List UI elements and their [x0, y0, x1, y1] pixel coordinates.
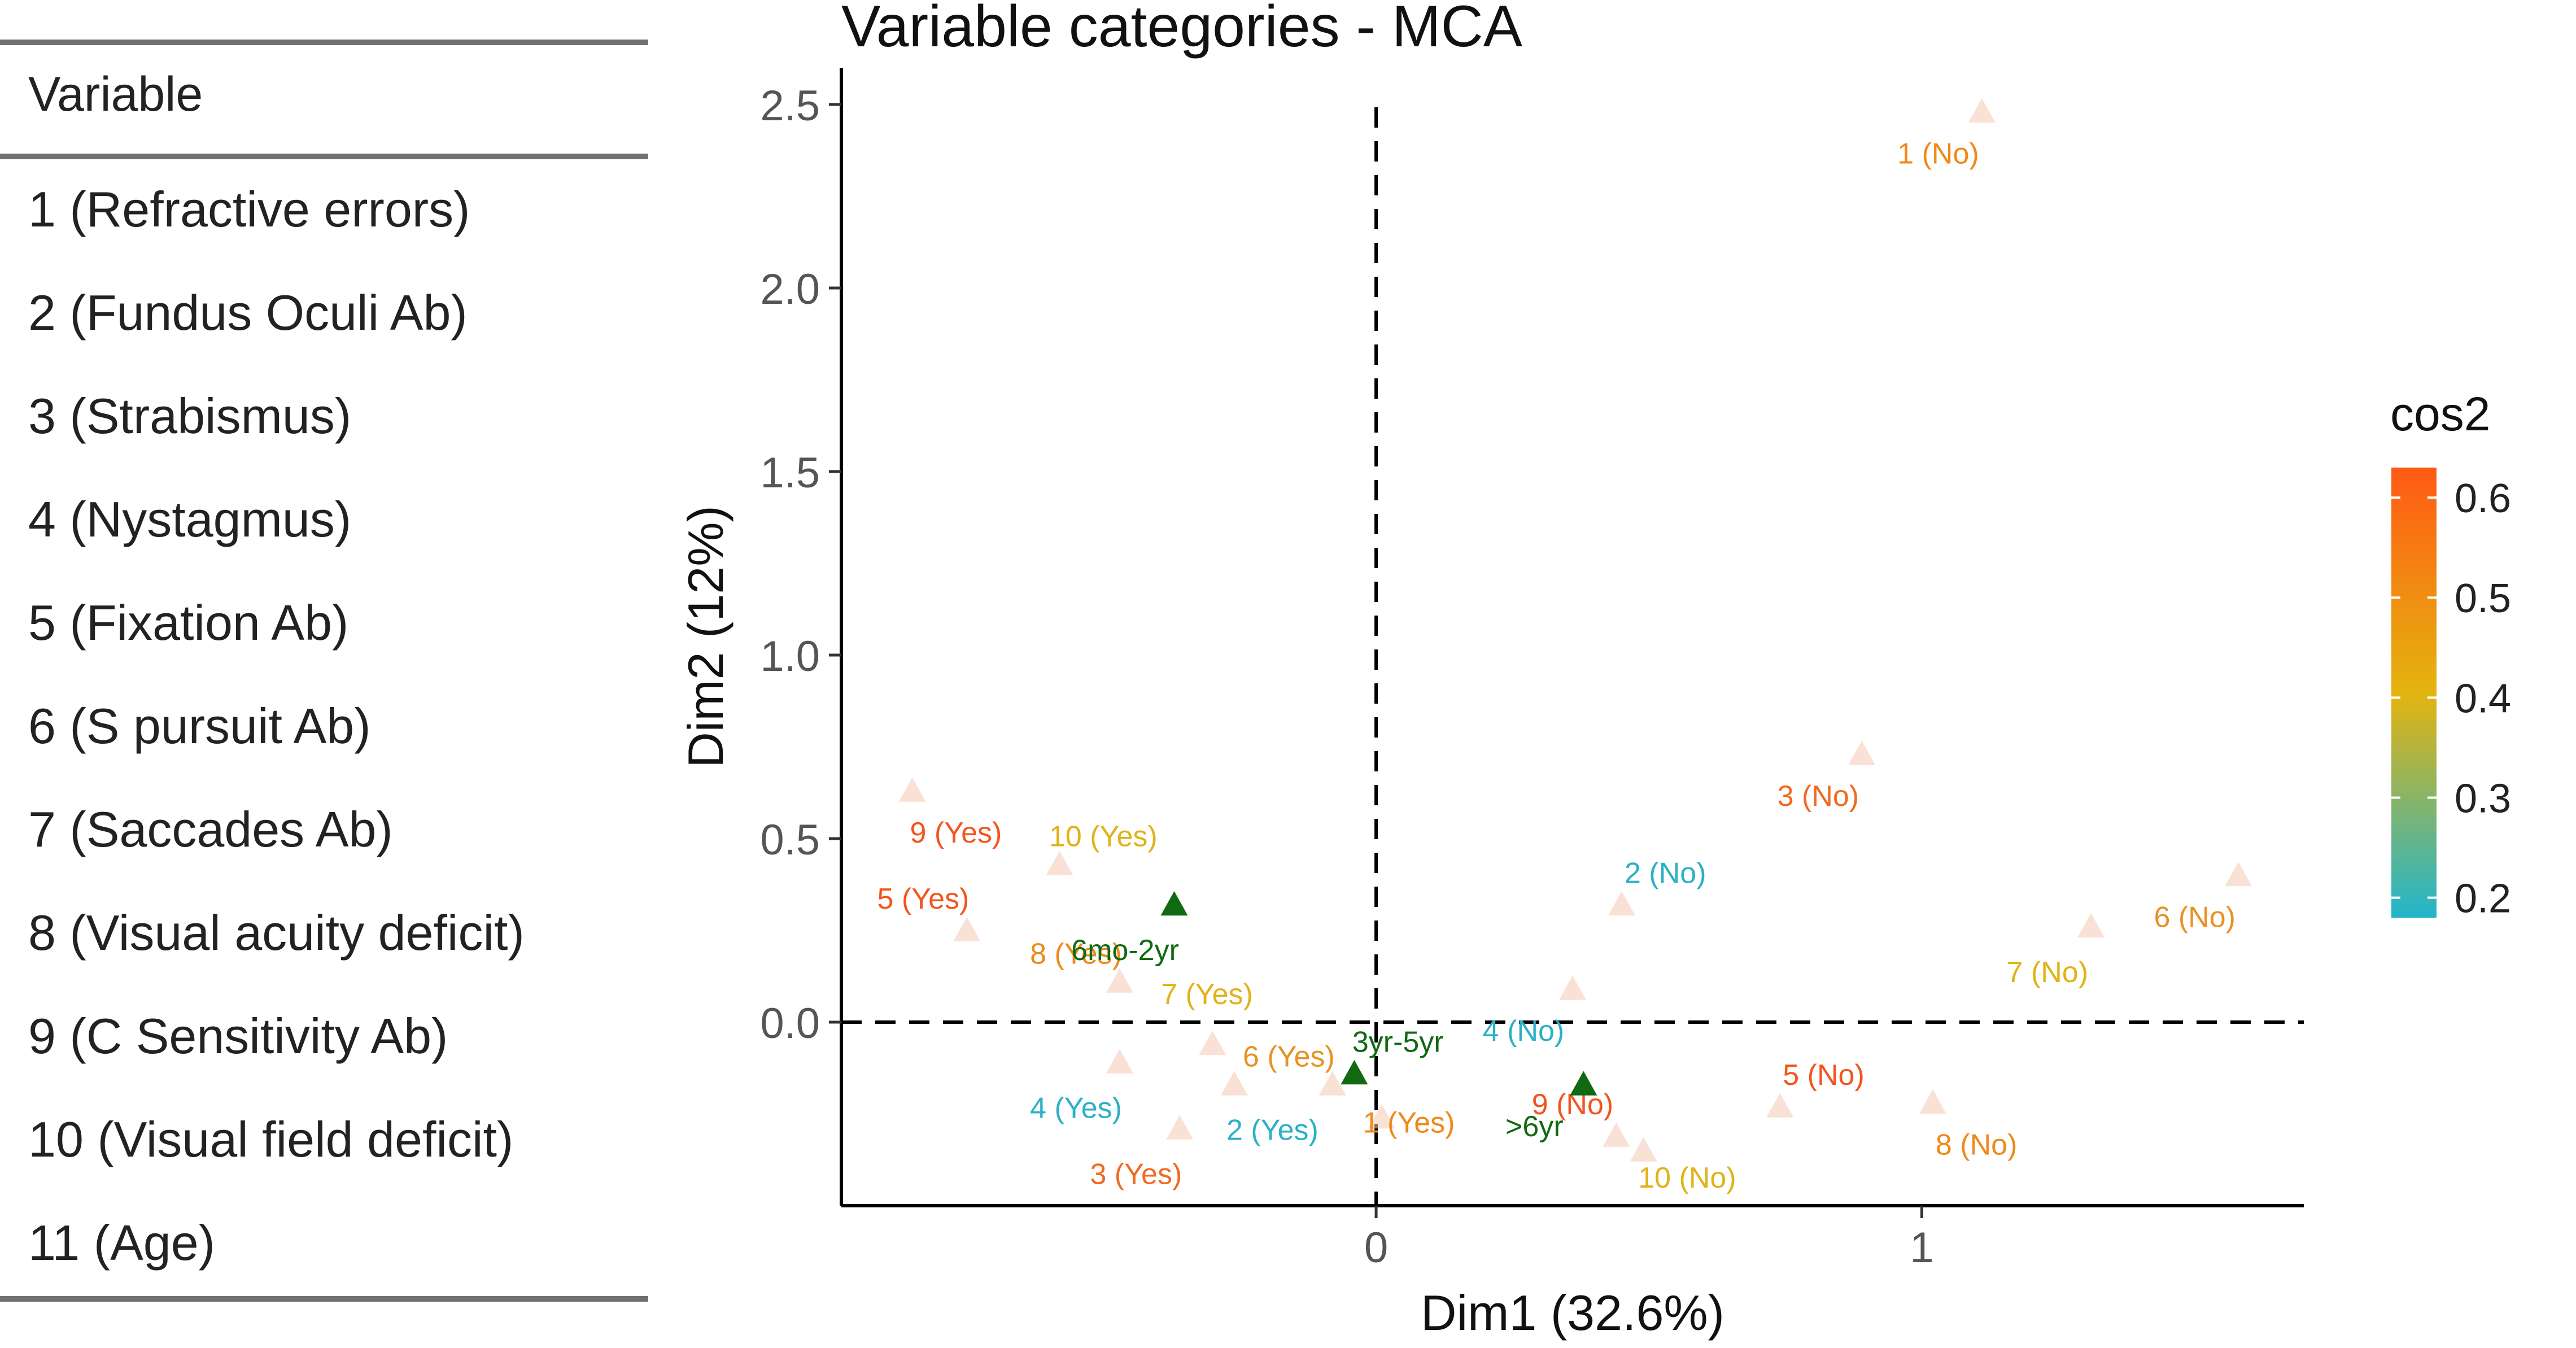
- legend-title: cos2: [2390, 387, 2490, 440]
- y-tick-label: 0.5: [760, 816, 820, 864]
- category-label: 3 (Yes): [1090, 1158, 1182, 1191]
- category-label: 7 (No): [2007, 956, 2088, 989]
- variable-row: 6 (S pursuit Ab): [28, 698, 371, 754]
- category-label: 5 (Yes): [877, 883, 970, 915]
- table-header: Variable: [28, 67, 203, 121]
- table-bottom-rule: [0, 1296, 648, 1302]
- category-marker: [1199, 1031, 1226, 1055]
- variable-row: 3 (Strabismus): [28, 388, 352, 444]
- variable-legend-table: Variable 1 (Refractive errors) 2 (Fundus …: [0, 0, 649, 1348]
- variable-row: 7 (Saccades Ab): [28, 801, 393, 857]
- category-marker: [1046, 850, 1073, 875]
- variable-row: 11 (Age): [28, 1215, 215, 1271]
- colorbar-tick-label: 0.4: [2455, 676, 2511, 721]
- category-label: 10 (No): [1638, 1162, 1736, 1194]
- category-label: 1 (No): [1897, 138, 1979, 171]
- category-label: 2 (No): [1625, 857, 1706, 890]
- category-label: 4 (No): [1483, 1015, 1564, 1048]
- category-label: 4 (Yes): [1030, 1092, 1122, 1125]
- data-points: 1 (No) 3 (No) 2 (No) 6 (No) 7 (No) 4 (No) 5 (N…: [877, 98, 2252, 1194]
- variable-row: 2 (Fundus Oculi Ab): [28, 285, 468, 341]
- variable-row: 5 (Fixation Ab): [28, 595, 349, 651]
- table-header-rule: [0, 154, 648, 159]
- category-marker: [1106, 1049, 1133, 1074]
- variable-row: 8 (Visual acuity deficit): [28, 905, 525, 961]
- table-top-rule: [0, 40, 648, 45]
- category-marker: [1848, 740, 1876, 765]
- variable-row: 9 (C Sensitivity Ab): [28, 1008, 448, 1064]
- variable-row: 4 (Nystagmus): [28, 491, 352, 547]
- category-label: 6 (No): [2154, 901, 2235, 934]
- category-marker: [953, 917, 981, 941]
- category-label: 8 (No): [1936, 1129, 2017, 1162]
- colorbar-tick-label: 0.3: [2455, 776, 2511, 821]
- category-label: 6 (Yes): [1243, 1041, 1335, 1074]
- colorbar-tick-label: 0.5: [2455, 576, 2511, 621]
- age-marker: [1341, 1060, 1368, 1085]
- age-label: 3yr-5yr: [1352, 1026, 1444, 1059]
- category-marker: [2225, 862, 2252, 887]
- category-marker: [898, 777, 926, 802]
- category-label: 1 (Yes): [1363, 1107, 1455, 1140]
- chart-title: Variable categories - MCA: [841, 0, 1523, 59]
- category-marker: [1220, 1071, 1248, 1096]
- category-marker: [1603, 1122, 1630, 1147]
- category-marker: [1106, 968, 1133, 993]
- category-marker: [1318, 1071, 1346, 1096]
- age-label: >6yr: [1505, 1110, 1564, 1143]
- category-marker: [1968, 98, 1996, 123]
- category-marker: [1766, 1093, 1794, 1118]
- x-axis-label: Dim1 (32.6%): [1421, 1285, 1724, 1341]
- x-tick-label: 0: [1364, 1224, 1388, 1272]
- category-marker: [1608, 891, 1635, 916]
- x-tick-label: 1: [1910, 1224, 1933, 1272]
- variable-row: 1 (Refractive errors): [28, 181, 470, 237]
- y-tick-label: 0.0: [760, 1000, 820, 1048]
- category-marker: [2077, 913, 2105, 938]
- category-marker: [1919, 1089, 1946, 1114]
- y-tick-label: 2.5: [760, 82, 820, 130]
- category-marker: [1368, 1104, 1395, 1129]
- category-label: 2 (Yes): [1226, 1114, 1318, 1147]
- axes: 0.0 0.5 1.0 1.5 2.0 2.5 0 1: [760, 68, 2304, 1272]
- colorbar-gradient: [2391, 468, 2437, 918]
- y-tick-label: 1.5: [760, 449, 820, 497]
- category-label: 3 (No): [1778, 780, 1859, 813]
- cos2-legend: cos2 0.2 0.3 0.4 0.5 0.6: [2390, 387, 2511, 922]
- reference-lines: [841, 107, 2304, 1206]
- age-marker: [1160, 891, 1188, 916]
- age-marker: [1570, 1071, 1597, 1096]
- category-label: 7 (Yes): [1161, 978, 1253, 1011]
- category-label: 5 (No): [1783, 1059, 1864, 1092]
- category-label: 9 (Yes): [910, 817, 1002, 849]
- y-tick-label: 2.0: [760, 265, 820, 313]
- y-axis-label: Dim2 (12%): [678, 505, 733, 768]
- colorbar-tick-label: 0.2: [2455, 876, 2511, 922]
- category-label: 10 (Yes): [1049, 821, 1158, 853]
- age-label: 6mo-2yr: [1071, 934, 1179, 967]
- category-marker: [1166, 1115, 1194, 1140]
- category-label: 8 (Yes): [1030, 938, 1122, 971]
- category-marker: [1630, 1137, 1657, 1162]
- y-tick-label: 1.0: [760, 632, 820, 680]
- mca-chart: Variable categories - MCA 0.0 0.5 1.0 1.5 2.…: [678, 0, 2511, 1341]
- variable-row: 10 (Visual field deficit): [28, 1111, 514, 1167]
- category-marker: [1559, 975, 1586, 1000]
- colorbar-tick-label: 0.6: [2455, 476, 2511, 521]
